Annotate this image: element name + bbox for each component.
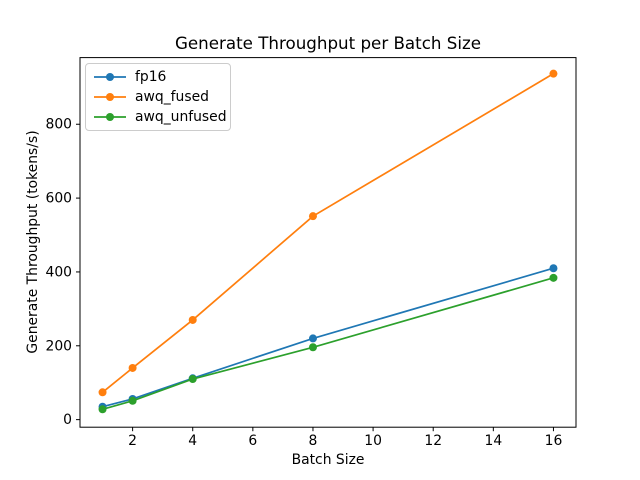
y-tick-label: 200 — [45, 338, 72, 354]
x-tick-label: 12 — [424, 433, 442, 449]
series-marker-awq_unfused — [128, 396, 137, 405]
legend-item-awq_fused: awq_fused — [86, 87, 230, 107]
x-tick-label: 10 — [364, 433, 382, 449]
legend-label: fp16 — [135, 69, 167, 85]
series-marker-fp16 — [308, 334, 317, 343]
x-tick-label: 14 — [484, 433, 502, 449]
x-axis-label: Batch Size — [291, 452, 365, 468]
legend: fp16 awq_fused awq_unfused — [85, 63, 231, 131]
series-marker-awq_unfused — [308, 343, 317, 352]
axes-frame — [79, 57, 577, 428]
legend-line-marker-icon — [94, 113, 126, 121]
x-tick-label: 2 — [128, 433, 137, 449]
y-tick-label: 0 — [63, 412, 72, 428]
x-tick-label: 4 — [188, 433, 197, 449]
y-tick-label: 400 — [45, 264, 72, 280]
series-marker-awq_unfused — [188, 375, 197, 384]
x-tick-label: 16 — [545, 433, 563, 449]
legend-item-fp16: fp16 — [86, 67, 230, 87]
y-tick-label: 600 — [45, 191, 72, 207]
series-marker-awq_unfused — [98, 405, 107, 414]
series-marker-awq_fused — [308, 212, 317, 221]
series-marker-awq_unfused — [549, 273, 558, 282]
series-marker-fp16 — [549, 264, 558, 273]
y-tick-label: 800 — [45, 117, 72, 133]
series-marker-awq_fused — [128, 363, 137, 372]
series-marker-awq_fused — [98, 388, 107, 397]
legend-line-marker-icon — [94, 93, 126, 101]
legend-item-awq_unfused: awq_unfused — [86, 107, 230, 127]
legend-label: awq_fused — [135, 89, 209, 105]
series-marker-awq_fused — [549, 69, 558, 78]
series-line-awq_unfused — [102, 277, 554, 411]
chart-title: Generate Throughput per Batch Size — [174, 33, 482, 53]
x-tick-label: 8 — [309, 433, 318, 449]
legend-label: awq_unfused — [135, 109, 227, 125]
legend-line-marker-icon — [94, 73, 126, 81]
series-marker-awq_fused — [188, 315, 197, 324]
y-axis-label: Generate Throughput (tokens/s) — [25, 130, 41, 354]
x-tick-label: 6 — [248, 433, 257, 449]
